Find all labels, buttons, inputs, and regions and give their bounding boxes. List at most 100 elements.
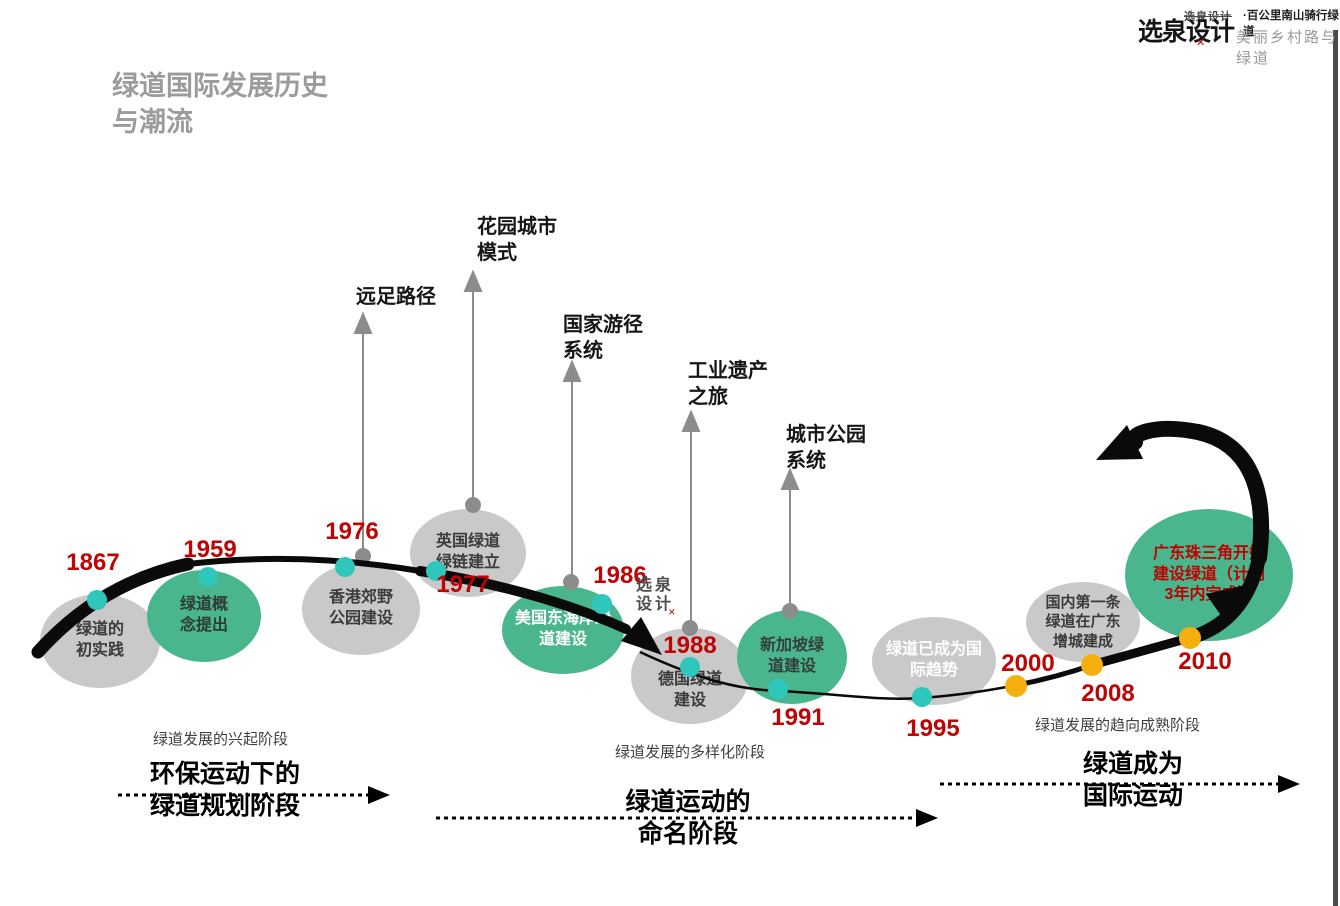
bubble-text: 公园建设 — [328, 610, 393, 627]
phase-text: 绿道规划阶段 — [150, 792, 301, 820]
bubble-text: 英国绿道 — [435, 533, 500, 551]
trend-text: 系统 — [563, 340, 603, 362]
phase-note-rise: 绿道发展的兴起阶段 — [153, 731, 289, 748]
bubble-text: 增城建成 — [1052, 632, 1113, 650]
arrow-up-icon — [780, 467, 800, 490]
bubble-text: 道建设 — [767, 658, 816, 675]
trend-text: 系统 — [786, 450, 826, 472]
trend-text: 远足路径 — [356, 286, 436, 308]
phase-text: 绿道成为 — [1082, 750, 1183, 778]
bubble-1867-first-practice: 绿道的 初实践 — [40, 594, 160, 688]
loop-arrowhead-icon — [1096, 425, 1143, 460]
arrow-up-icon — [353, 311, 373, 334]
trend-text: 城市公园 — [786, 424, 866, 446]
bubble-text: 绿道在广东 — [1045, 613, 1121, 631]
phase-note-maturity: 绿道发展的趋向成熟阶段 — [1035, 717, 1201, 734]
brand-logo: 选泉设计 — [1137, 18, 1235, 46]
event-dot — [768, 679, 788, 699]
bubble-text: 国内第一条 — [1045, 593, 1121, 611]
phase-arrows — [118, 782, 1280, 820]
swoosh-segment — [31, 557, 195, 659]
phase-note-diversification: 绿道发展的多样化阶段 — [615, 744, 766, 761]
trend-base-dot — [682, 620, 698, 636]
phase-text: 环保运动下的 — [150, 760, 301, 788]
trend-base-dot — [782, 603, 798, 619]
event-dot — [87, 590, 107, 610]
trend-base-dot — [465, 497, 481, 513]
event-dot — [1005, 675, 1027, 697]
timeline-thin-curve — [639, 650, 1013, 700]
year-label-1977: 1977 — [436, 571, 490, 598]
trend-arrows — [353, 269, 800, 636]
arrow-up-icon — [463, 269, 483, 292]
trend-text: 花园城市 — [477, 216, 557, 238]
bubble-text: 绿道的 — [75, 621, 124, 639]
phase-text: 绿道运动的 — [625, 788, 751, 816]
watermark-x-icon: ✕ — [668, 607, 676, 617]
arrow-right-icon — [916, 809, 938, 827]
phase-title-planning: 环保运动下的 绿道规划阶段 — [150, 758, 300, 822]
right-edge-divider — [1333, 30, 1338, 906]
trend-base-dot — [563, 574, 579, 590]
trend-text: 模式 — [477, 242, 517, 264]
swoosh-segment — [185, 555, 423, 574]
trend-label-national-trails: 国家游径 系统 — [563, 312, 643, 364]
teal-event-dots — [87, 557, 932, 707]
arrow-up-icon — [562, 359, 582, 382]
watermark-text: 设计 — [636, 596, 675, 614]
page-title-line2: 与潮流 — [112, 107, 193, 138]
year-label-1995: 1995 — [906, 715, 960, 742]
bubble-text: 建设 — [673, 692, 706, 710]
phase-text: 命名阶段 — [637, 820, 738, 848]
trend-text: 国家游径 — [563, 314, 643, 336]
event-dot — [912, 687, 932, 707]
swoosh-kink-arrowhead-icon — [1206, 584, 1250, 620]
phase-title-international: 绿道成为 国际运动 — [1023, 748, 1243, 812]
year-label-1959: 1959 — [183, 536, 237, 563]
bubble-1995-international-trend: 绿道已成为国 际趋势 — [872, 617, 996, 705]
year-label-1867: 1867 — [66, 549, 120, 576]
bubble-text: 绿道概 — [179, 596, 228, 614]
timeline-swoosh-left — [31, 555, 631, 659]
event-dot — [592, 594, 612, 614]
arrow-right-icon — [368, 786, 390, 804]
bubble-text: 广东珠三角开始 — [1152, 544, 1265, 562]
bubble-text: 绿链建立 — [435, 554, 500, 571]
orange-event-dots — [1005, 627, 1201, 697]
page-title: 绿道国际发展历史 与潮流 — [112, 68, 328, 141]
year-label-1976: 1976 — [325, 518, 379, 545]
brand-logo-small: 选泉设计 — [1184, 11, 1232, 23]
year-label-2010: 2010 — [1178, 648, 1232, 675]
swoosh-arrowhead-icon — [621, 617, 662, 655]
watermark-text: 选泉 — [636, 577, 675, 594]
loop-arc — [1125, 421, 1270, 566]
event-dot — [1179, 627, 1201, 649]
arrow-right-icon — [1278, 775, 1300, 793]
trend-label-garden-city: 花园城市 模式 — [477, 214, 557, 266]
bubble-text: 际趋势 — [909, 662, 958, 679]
swoosh-segment — [1189, 551, 1266, 643]
brand-logo-x-icon: ✕ — [1196, 37, 1206, 49]
event-dot — [680, 657, 700, 677]
trend-text: 工业遗产 — [688, 360, 768, 382]
arrow-up-icon — [681, 409, 701, 432]
year-label-1986: 1986 — [593, 562, 647, 589]
trend-label-hiking-trails: 远足路径 — [356, 284, 436, 310]
bubble-text: 新加坡绿 — [759, 637, 824, 655]
trend-text: 之旅 — [688, 386, 728, 408]
event-dot — [1081, 654, 1103, 676]
phase-text: 国际运动 — [1082, 782, 1183, 810]
bubble-text: 道建设 — [538, 631, 587, 648]
watermark-logo: 选泉 设计 — [636, 576, 674, 614]
bubble-text: 香港郊野 — [328, 589, 393, 607]
project-tagline-top: ·百公里南山骑行绿道 — [1243, 10, 1339, 38]
phase-title-naming: 绿道运动的 命名阶段 — [578, 786, 798, 850]
event-dot — [426, 561, 446, 581]
bubble-text: 建设绿道（计划 — [1152, 565, 1265, 583]
year-label-1991: 1991 — [771, 704, 825, 731]
bubble-text: 绿道已成为国 — [885, 641, 982, 659]
page-title-line1: 绿道国际发展历史 — [112, 71, 328, 101]
event-dot — [335, 557, 355, 577]
